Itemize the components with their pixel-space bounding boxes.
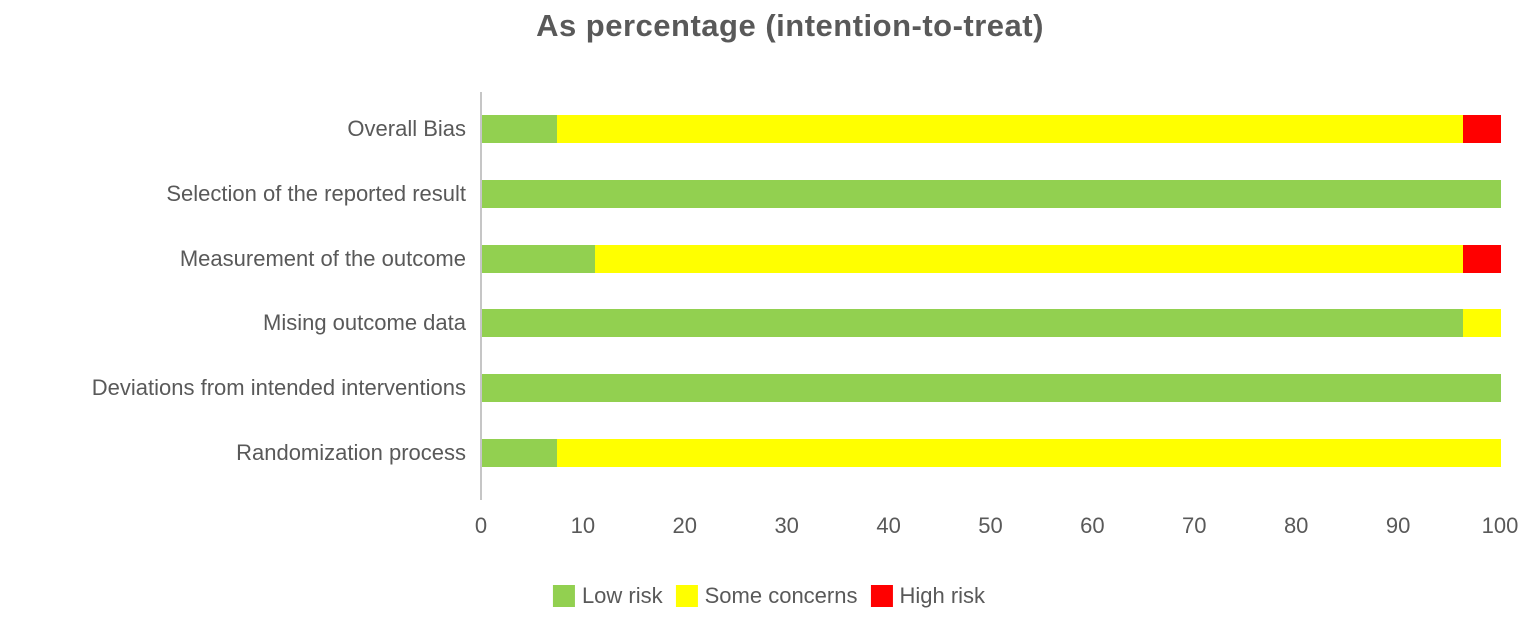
category-label-selection-of-the-reported-result: Selection of the reported result [166,180,466,206]
x-tick-label-50: 50 [978,513,1003,538]
category-label-deviations-from-intended-interventions: Deviations from intended interventions [91,375,466,401]
x-tick-label-10: 10 [570,513,596,538]
x-tick-label-80: 80 [1283,513,1309,538]
x-tick-label-20: 20 [672,513,698,538]
bar-row-deviations-from-intended-interventions [482,374,1501,403]
category-label-overall-bias: Overall Bias [347,116,466,141]
bar-segment-low-risk [482,439,558,467]
bar-segment-high-risk [1463,244,1501,273]
y-axis-line [480,92,482,500]
x-tick-label-100: 100 [1481,513,1519,538]
legend-label-high-risk: High risk [899,583,986,608]
bar-segment-low-risk [482,309,1464,338]
bar-row-overall-bias [482,115,1501,143]
category-label-randomization-process: Randomization process [236,440,466,465]
bar-segment-some-concerns [595,244,1464,273]
legend-label-some-concerns: Some concerns [704,583,858,608]
legend-item-low-risk: Low risk [552,583,663,609]
bar-row-measurement-of-the-outcome [482,244,1501,273]
bar-row-mising-outcome-data [482,309,1501,338]
legend-swatch-low-risk [552,585,575,607]
chart-title: As percentage (intention-to-treat) [536,8,1044,43]
legend-item-some-concerns: Some concerns [675,583,858,609]
bar-segment-some-concerns [1463,309,1501,338]
bar-row-selection-of-the-reported-result [482,179,1501,208]
bar-segment-high-risk [1463,115,1501,143]
legend: Low risk Some concerns High risk [552,583,985,609]
bar-segment-low-risk [482,115,558,143]
legend-item-high-risk: High risk [870,583,985,609]
bar-segment-some-concerns [557,439,1501,467]
x-tick-label-60: 60 [1080,513,1105,538]
bar-segment-low-risk [482,374,1501,403]
x-tick-label-0: 0 [474,513,488,538]
x-tick-label-70: 70 [1182,513,1207,538]
x-tick-label-30: 30 [774,513,799,538]
legend-swatch-high-risk [870,585,893,607]
bar-segment-some-concerns [557,115,1464,143]
bar-segment-low-risk [482,179,1501,208]
bar-row-randomization-process [482,439,1501,467]
x-tick-label-40: 40 [876,513,901,538]
bar-segment-low-risk [482,244,596,273]
category-label-measurement-of-the-outcome: Measurement of the outcome [179,245,466,271]
x-tick-label-90: 90 [1385,513,1411,538]
legend-swatch-some-concerns [675,585,698,607]
category-label-mising-outcome-data: Mising outcome data [263,310,466,336]
legend-label-low-risk: Low risk [581,583,663,608]
